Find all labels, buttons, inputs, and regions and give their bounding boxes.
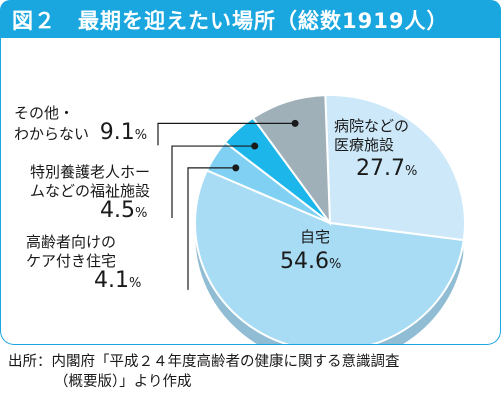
slice-label-other: その他・ わからない 9.1%: [14, 104, 147, 145]
slice-label-home: 自宅 54.6%: [280, 228, 342, 274]
slice-unit-home: %: [328, 257, 342, 272]
source-line1: 出所：内閣府「平成２４年度高齢者の健康に関する意識調査: [8, 354, 400, 370]
source-note: 出所：内閣府「平成２４年度高齢者の健康に関する意識調査 （概要版）」より作成: [8, 352, 400, 392]
slice-label-other-line1: その他・: [14, 104, 75, 122]
slice-value-carehome: 4.1: [94, 268, 129, 293]
pie-chart: [157, 94, 466, 344]
pie-slice-other: [251, 94, 332, 227]
slice-unit-hospital: %: [404, 164, 418, 179]
slice-label-welfare: 特別養護老人ホー ムなどの福祉施設 4.5%: [30, 163, 150, 223]
slice-label-hospital-line2: 医療施設: [334, 136, 395, 154]
slice-label-other-line2: わからない: [14, 125, 90, 143]
slice-label-carehome-line2: ケア付き住宅: [26, 252, 117, 270]
figure-header: 図２ 最期を迎えたい場所（総数1919人）: [0, 0, 501, 38]
leader-line-other: [157, 122, 296, 146]
figure-title: 図２ 最期を迎えたい場所（総数1919人）: [12, 9, 449, 33]
slice-value-hospital: 27.7: [356, 156, 405, 181]
pie-slice-home: [194, 169, 465, 344]
leader-line-carehome: [187, 167, 236, 290]
slice-value-other: 9.1: [99, 120, 135, 145]
slice-label-hospital-line1: 病院などの: [334, 117, 410, 135]
slice-label-welfare-line2: ムなどの福祉施設: [30, 182, 151, 200]
source-line2: （概要版）」より作成: [54, 374, 192, 390]
slice-label-home-line1: 自宅: [300, 228, 331, 246]
slice-label-carehome-line1: 高齢者向けの: [26, 233, 117, 251]
leader-line-welfare: [171, 145, 255, 219]
pie-slice-hospital: [324, 94, 466, 242]
slice-value-home: 54.6: [280, 249, 329, 274]
slice-unit-carehome: %: [129, 276, 142, 291]
slice-unit-other: %: [134, 128, 148, 143]
slice-label-carehome: 高齢者向けの ケア付き住宅 4.1%: [26, 233, 141, 293]
slice-value-welfare: 4.5: [100, 198, 135, 223]
slice-label-welfare-line1: 特別養護老人ホー: [30, 163, 151, 181]
slice-label-hospital: 病院などの 医療施設 27.7%: [334, 117, 417, 181]
slice-unit-welfare: %: [135, 206, 148, 221]
